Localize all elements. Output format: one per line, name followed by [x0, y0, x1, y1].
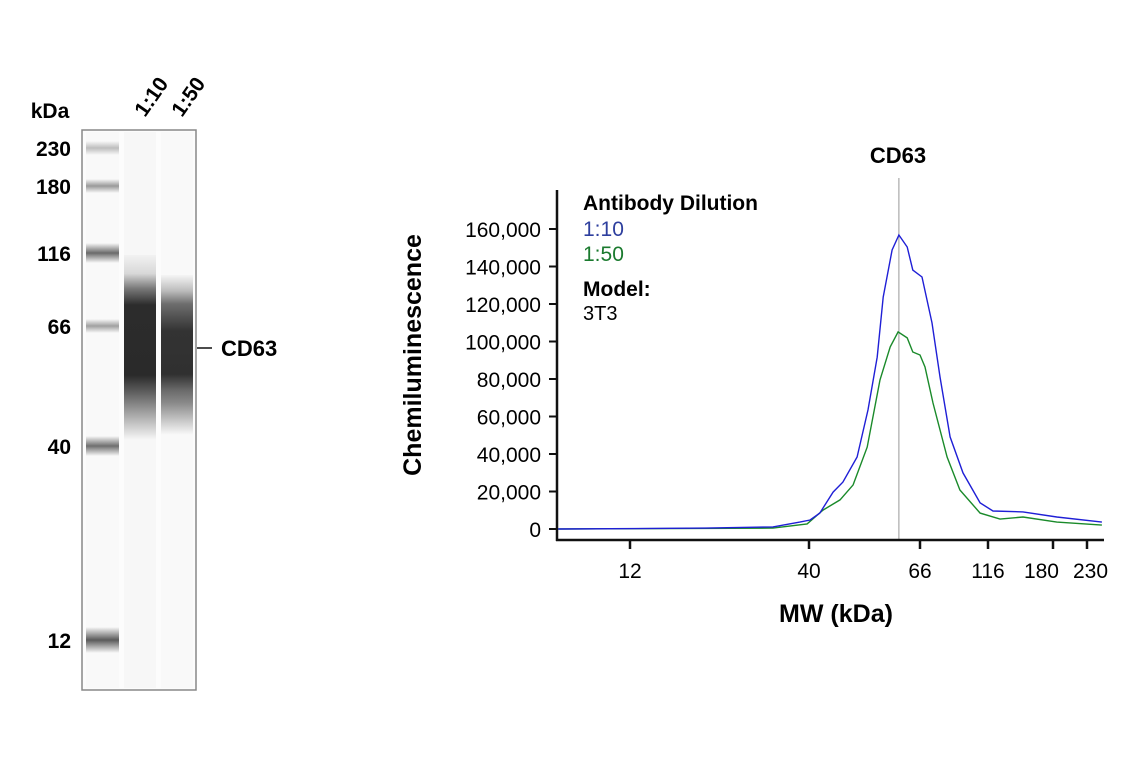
ladder-label-116: 116	[37, 243, 71, 266]
cd63-band-lane-2	[161, 275, 193, 435]
x-tick-label: 12	[618, 560, 641, 583]
lane-label-1: 1:10	[130, 73, 173, 121]
y-axis-title: Chemiluminescence	[399, 234, 427, 476]
ladder-label-230: 230	[36, 138, 71, 161]
gel-panel: kDa 1:10 1:50 230 180 116 66 40 12 CD63	[31, 73, 277, 691]
legend: Antibody Dilution 1:10 1:50 Model: 3T3	[583, 192, 758, 325]
x-tick-label: 66	[908, 560, 931, 583]
y-tick-label: 140,000	[465, 257, 541, 280]
y-tick-label: 40,000	[477, 444, 541, 467]
y-tick-label: 60,000	[477, 407, 541, 430]
series-line-1-50	[558, 330, 1102, 530]
legend-model-label: Model:	[583, 278, 651, 301]
series-line-1-10	[558, 233, 1102, 530]
ladder-label-40: 40	[48, 436, 71, 459]
ladder-band-12	[86, 627, 119, 653]
x-tick-label: 230	[1073, 560, 1108, 583]
legend-model-value: 3T3	[583, 303, 617, 325]
y-tick-label: 120,000	[465, 294, 541, 317]
ladder-label-66: 66	[48, 316, 71, 339]
ladder-band-230	[86, 141, 119, 155]
ladder-band-40	[86, 436, 119, 456]
cd63-band-lane-1	[124, 255, 156, 440]
y-tick-label: 0	[529, 519, 541, 542]
ladder-band-66	[86, 319, 119, 333]
x-tick-label: 40	[797, 560, 820, 583]
gel-unit-label: kDa	[31, 100, 70, 123]
ladder-label-180: 180	[36, 176, 71, 199]
ladder-band-180	[86, 179, 119, 193]
x-tick-label: 116	[971, 560, 1004, 583]
cd63-band-label: CD63	[221, 336, 277, 361]
y-tick-label: 80,000	[477, 369, 541, 392]
electropherogram-chart: CD63 0 20,000 40,000 60,000 80,000 100,000 120…	[399, 143, 1108, 628]
y-tick-label: 100,000	[465, 332, 541, 355]
y-tick-label: 160,000	[465, 219, 541, 242]
lane-label-2: 1:50	[167, 73, 210, 121]
legend-entry-1-50: 1:50	[583, 243, 624, 266]
ladder-band-116	[86, 243, 119, 263]
legend-entry-1-10: 1:10	[583, 218, 624, 241]
x-tick-label: 180	[1024, 560, 1059, 583]
chart-title: CD63	[870, 143, 926, 168]
legend-title: Antibody Dilution	[583, 192, 758, 215]
x-axis-title: MW (kDa)	[779, 600, 893, 628]
gel-lane-ladder	[86, 132, 119, 688]
ladder-label-12: 12	[48, 630, 71, 653]
y-tick-label: 20,000	[477, 482, 541, 505]
